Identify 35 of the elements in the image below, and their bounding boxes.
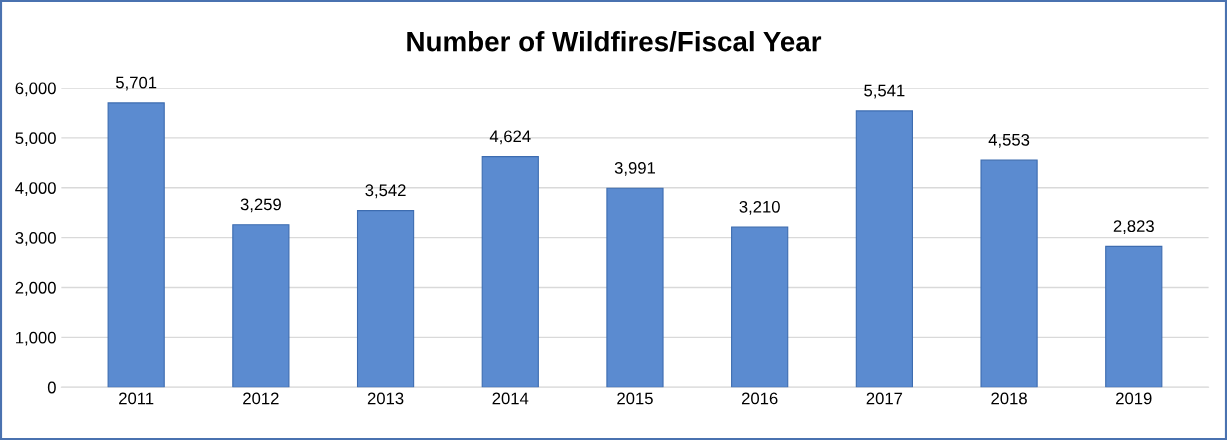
x-tick-label: 2012 [243, 392, 279, 405]
data-label: 3,259 [240, 198, 281, 213]
bar [855, 110, 913, 388]
data-label: 3,991 [614, 161, 656, 176]
x-tick-label: 2016 [741, 392, 778, 405]
data-label: 4,553 [988, 133, 1030, 148]
y-tick-label: 3,000 [15, 232, 56, 246]
bar [356, 210, 415, 388]
x-tick-label: 2017 [866, 392, 903, 405]
bar [731, 226, 789, 388]
bar [606, 187, 664, 388]
y-tick-label: 4,000 [15, 182, 56, 196]
data-label: 3,542 [365, 184, 406, 199]
bar [107, 102, 165, 388]
chart-title: Number of Wildfires/Fiscal Year [407, 31, 822, 52]
bar [481, 156, 539, 388]
x-tick-label: 2013 [367, 392, 404, 405]
bar [232, 224, 290, 388]
data-label: 5,701 [115, 76, 157, 91]
x-tick-label: 2011 [119, 392, 154, 405]
data-label: 2,823 [1113, 220, 1154, 234]
y-tick-label: 0 [47, 381, 56, 394]
y-tick-label: 2,000 [15, 281, 56, 296]
y-tick-label: 5,000 [15, 132, 56, 147]
data-label: 5,541 [864, 84, 905, 99]
data-label: 3,210 [739, 200, 780, 215]
y-tick-label: 6,000 [15, 82, 56, 97]
bar [1105, 245, 1163, 388]
bar [980, 159, 1038, 388]
x-tick-label: 2019 [1116, 392, 1152, 405]
y-tick-label: 1,000 [16, 331, 56, 346]
x-tick-label: 2015 [617, 392, 653, 405]
x-tick-label: 2014 [492, 392, 529, 405]
data-label: 4,624 [489, 130, 531, 145]
x-tick-label: 2018 [991, 392, 1027, 405]
